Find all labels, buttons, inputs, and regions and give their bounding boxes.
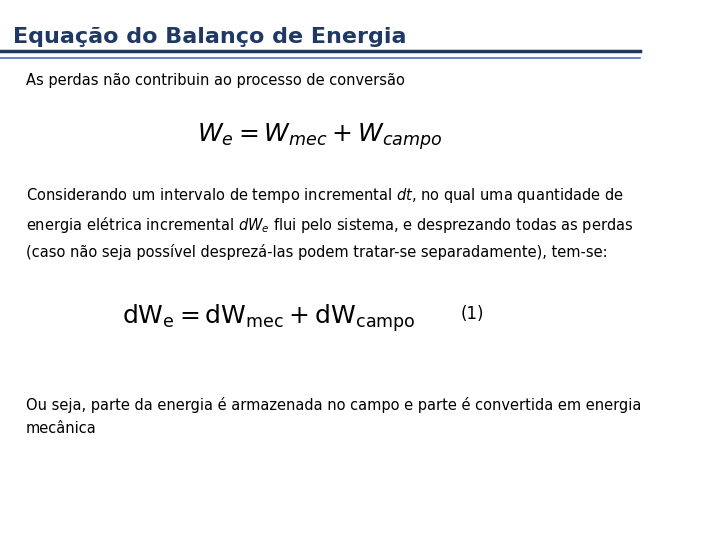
Text: $\mathrm{dW_e = dW_{mec} + dW_{campo}}$: $\mathrm{dW_e = dW_{mec} + dW_{campo}}$ (122, 302, 416, 334)
Text: (1): (1) (461, 305, 485, 323)
Text: Ou seja, parte da energia é armazenada no campo e parte é convertida em energia
: Ou seja, parte da energia é armazenada n… (26, 397, 641, 436)
Text: As perdas não contribuin ao processo de conversão: As perdas não contribuin ao processo de … (26, 73, 405, 88)
Text: Considerando um intervalo de tempo incremental $dt$, no qual uma quantidade de
e: Considerando um intervalo de tempo incre… (26, 186, 633, 260)
Text: Equação do Balanço de Energia: Equação do Balanço de Energia (13, 27, 406, 47)
Text: $W_e = W_{mec} + W_{campo}$: $W_e = W_{mec} + W_{campo}$ (197, 122, 443, 152)
